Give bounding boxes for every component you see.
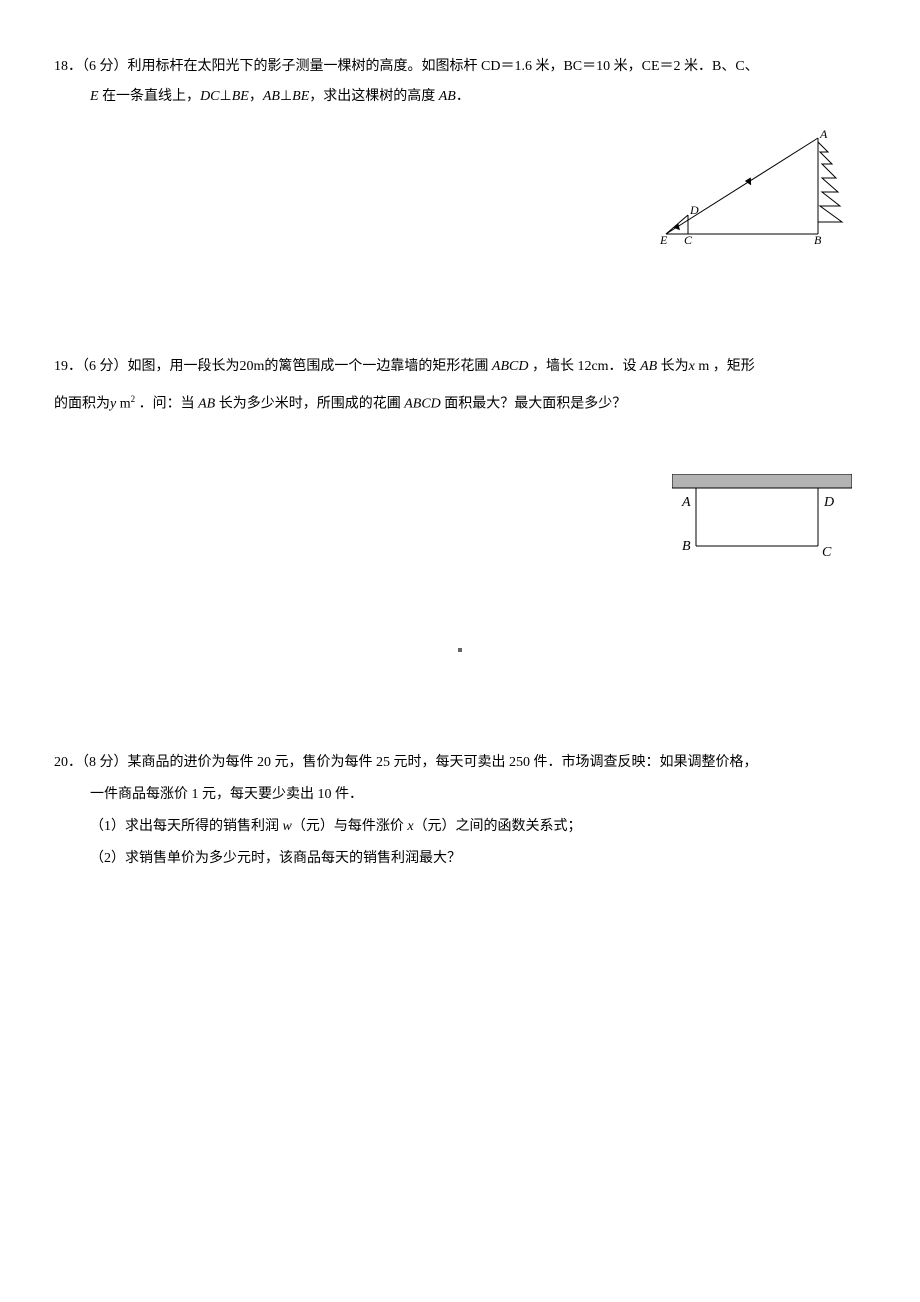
p20-line4: （2）求销售单价为多少元时，该商品每天的销售利润最大？ (54, 848, 866, 870)
p20-line1: 20．（8 分）某商品的进价为每件 20 元，售价为每件 25 元时，每天可卖出… (54, 752, 866, 774)
fig18-label-C: C (684, 233, 693, 244)
p19-line1: 19．（6 分）如图，用一段长为20m的篱笆围成一个一边靠墙的矩形花圃 ABCD… (54, 356, 866, 378)
fig19-label-D: D (823, 495, 834, 510)
fig18-label-B: B (814, 233, 822, 244)
p20-line3: （1）求出每天所得的销售利润 w（元）与每件涨价 x（元）之间的函数关系式； (54, 816, 866, 838)
p18-line2: E 在一条直线上，DC⊥BE，AB⊥BE，求出这棵树的高度 AB． (54, 86, 866, 108)
problem-19: 19．（6 分）如图，用一段长为20m的篱笆围成一个一边靠墙的矩形花圃 ABCD… (54, 356, 866, 416)
p20-line2: 一件商品每涨价 1 元，每天要少卖出 10 件． (54, 784, 866, 806)
fig18-label-E: E (659, 233, 668, 244)
p19-line2: 的面积为y m2 ．问：当 AB 长为多少米时，所围成的花圃 ABCD 面积最大… (54, 388, 866, 416)
page-center-marker (458, 648, 462, 652)
p18-line1: 18．（6 分）利用标杆在太阳光下的影子测量一棵树的高度。如图标杆 CD＝1.6… (54, 56, 866, 78)
fig18-label-A: A (819, 130, 828, 141)
figure-18: A B C D E (658, 130, 846, 249)
problem-18: 18．（6 分）利用标杆在太阳光下的影子测量一棵树的高度。如图标杆 CD＝1.6… (54, 56, 866, 108)
problem-20: 20．（8 分）某商品的进价为每件 20 元，售价为每件 25 元时，每天可卖出… (54, 752, 866, 870)
figure-19: A D B C (672, 474, 852, 567)
fig19-label-C: C (822, 545, 832, 560)
fig19-label-B: B (682, 539, 691, 554)
fig19-label-A: A (681, 495, 691, 510)
fig18-label-D: D (689, 203, 699, 217)
